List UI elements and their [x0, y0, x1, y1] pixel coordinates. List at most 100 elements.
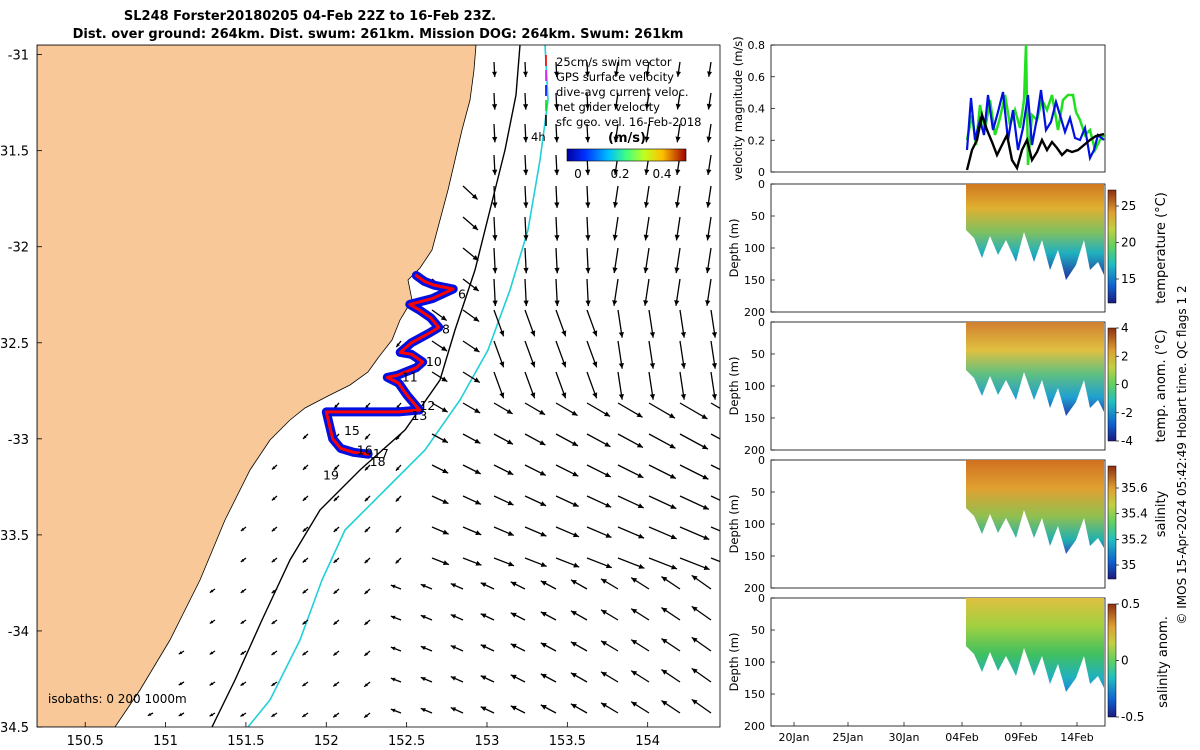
current-vector-shaft	[710, 402, 720, 409]
current-vector-head	[703, 534, 710, 540]
current-vector-head	[612, 201, 619, 208]
current-vector-head	[539, 470, 546, 476]
current-vector-head	[584, 71, 590, 77]
current-vector	[510, 643, 526, 652]
current-vector	[492, 278, 498, 307]
current-vector	[493, 402, 513, 415]
day-label: 6	[458, 287, 466, 302]
current-vector	[462, 309, 480, 323]
current-vector	[209, 650, 216, 655]
current-vector	[584, 61, 590, 77]
current-vector-head	[302, 497, 307, 501]
temp-anomaly-section	[966, 322, 1104, 416]
current-vector	[614, 61, 620, 77]
current-vector	[710, 464, 720, 471]
day-label: 15	[344, 423, 360, 438]
day-label: 16	[357, 442, 373, 457]
current-vector	[493, 433, 514, 445]
current-vector	[585, 123, 591, 143]
current-vector-head	[554, 267, 560, 274]
current-vector-head	[570, 579, 577, 585]
current-vector-head	[661, 669, 668, 675]
current-vector	[555, 340, 567, 368]
current-vector-head	[523, 235, 529, 241]
current-vector	[555, 557, 580, 568]
colorbar-tick-0: 0	[574, 167, 582, 181]
current-vector	[240, 712, 247, 718]
current-vector	[302, 526, 309, 533]
current-vector-head	[702, 504, 709, 510]
current-vector-head	[614, 71, 620, 77]
current-vector	[510, 612, 526, 621]
ts-ytick-label: 150	[744, 412, 765, 425]
current-vector	[705, 247, 712, 274]
map-ytick-label: -31	[8, 49, 29, 64]
current-vector-head	[554, 235, 560, 241]
current-vector-head	[706, 136, 712, 143]
current-vector	[523, 154, 529, 176]
current-vector-head	[390, 646, 396, 651]
current-vector-head	[644, 169, 650, 175]
current-vector-head	[333, 621, 338, 625]
ts-ytick-label: 150	[744, 688, 765, 701]
current-vector-head	[530, 330, 536, 337]
current-vector	[395, 526, 402, 533]
current-vector-head	[364, 466, 369, 471]
current-vector	[333, 495, 340, 502]
current-vector-field	[147, 61, 720, 719]
current-vector	[661, 700, 681, 714]
current-vector	[493, 309, 505, 337]
current-vector-head	[571, 410, 578, 416]
current-vector	[492, 185, 498, 208]
cbar-tick-label: -0.5	[1121, 710, 1144, 724]
map-axes: 150.5 151 151.5 152 152.5 153 153.5 154 -31 -31.5…	[0, 49, 660, 749]
current-vector	[554, 216, 560, 241]
current-vector-head	[605, 532, 612, 538]
day-label: 8	[442, 321, 450, 336]
current-vector	[395, 495, 402, 503]
current-vector	[643, 185, 650, 208]
current-vector-head	[604, 411, 611, 417]
current-vector	[710, 495, 720, 501]
current-vector	[450, 675, 464, 683]
current-vector-head	[572, 471, 579, 477]
current-vector	[395, 557, 402, 564]
colorbar-tick-2: 0.4	[652, 167, 671, 181]
current-vector	[450, 582, 464, 590]
current-vector	[643, 216, 650, 241]
current-vector-head	[492, 267, 498, 274]
current-vector-head	[585, 169, 591, 176]
map-xtick-label: 151	[153, 734, 178, 749]
current-vector	[679, 464, 709, 480]
ts-xtick-label: 04Feb	[945, 731, 978, 744]
current-vector-head	[523, 169, 529, 176]
current-vector	[630, 577, 650, 590]
current-vector-head	[572, 532, 579, 538]
current-vector	[540, 580, 557, 590]
current-vector-head	[601, 578, 607, 584]
current-vector	[420, 583, 433, 590]
current-vector-head	[636, 442, 643, 448]
ts-ytick-label: 0.6	[748, 71, 766, 84]
current-vector	[390, 646, 402, 652]
current-vector-head	[271, 589, 276, 594]
current-vector	[524, 433, 546, 446]
side-note: © IMOS 15-Apr-2024 05:42:49 Hobart time.…	[1175, 285, 1189, 624]
current-vector	[613, 92, 619, 110]
current-vector	[302, 650, 309, 656]
current-vector-head	[333, 559, 338, 563]
current-vector-head	[492, 169, 498, 176]
current-vector-head	[570, 703, 577, 709]
current-vector	[493, 557, 515, 567]
current-vector	[431, 464, 449, 474]
current-vector-head	[645, 71, 651, 77]
current-vector-head	[643, 300, 649, 306]
current-vector	[617, 340, 624, 369]
current-vector	[679, 495, 710, 510]
chart-title-line2: Dist. over ground: 264km. Dist. swum: 26…	[73, 27, 684, 42]
cbar-tick-label: 0	[1121, 654, 1129, 668]
current-vector	[395, 433, 402, 441]
ts-ytick-label: 200	[744, 444, 765, 457]
current-vector-head	[480, 706, 487, 712]
current-vector	[617, 495, 645, 509]
